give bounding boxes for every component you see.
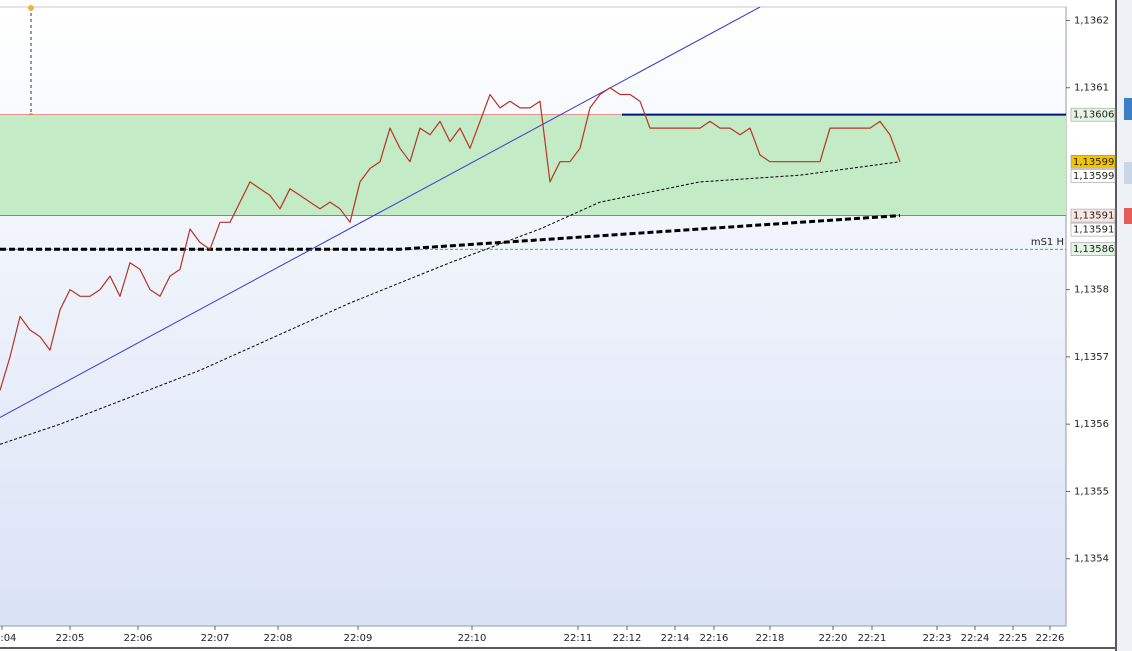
x-tick-label: 22:24 — [961, 633, 990, 644]
x-tick-label: 22:12 — [613, 633, 642, 644]
x-tick-label: 22:04 — [0, 633, 16, 644]
y-tick-label: 1,1357 — [1074, 352, 1109, 363]
x-tick-label: 22:18 — [756, 633, 785, 644]
y-tick-label: 1,1358 — [1074, 285, 1109, 296]
price-label-box — [1070, 107, 1116, 122]
price-label-box — [1070, 222, 1116, 237]
trendline — [0, 7, 761, 418]
x-tick-label: 22:20 — [819, 633, 848, 644]
y-tick-label: 1,1354 — [1074, 554, 1109, 565]
plot-layer — [0, 7, 1066, 445]
x-tick-label: 22:10 — [458, 633, 487, 644]
plot-area — [0, 7, 1066, 626]
x-tick-label: 22:11 — [564, 633, 593, 644]
price-label: 1,13606 — [1073, 110, 1114, 121]
x-tick-label: 22:05 — [56, 633, 85, 644]
price-label-box — [1070, 208, 1116, 223]
price-line — [0, 87, 901, 391]
y-tick-label: 1,1355 — [1074, 486, 1109, 497]
x-tick-label: 22:06 — [124, 633, 153, 644]
x-tick-label: 22:14 — [661, 633, 690, 644]
side-button[interactable] — [1124, 162, 1132, 184]
price-label-box — [1070, 155, 1116, 169]
x-tick-label: 22:23 — [923, 633, 952, 644]
price-label: 1,13591 — [1073, 225, 1114, 236]
price-label: 1,13599 — [1073, 157, 1114, 168]
drawing-handle[interactable] — [28, 5, 34, 11]
price-label: 1,13599 — [1073, 171, 1114, 182]
x-tick-label: 22:26 — [1036, 633, 1065, 644]
support-zone — [0, 114, 1066, 216]
price-label: 1,13586 — [1073, 244, 1114, 255]
x-tick-label: 22:21 — [858, 633, 887, 644]
side-button[interactable] — [1124, 208, 1132, 224]
x-tick-label: 22:07 — [201, 633, 230, 644]
price-label: 1,13591 — [1073, 211, 1114, 222]
x-tick-label: 22:25 — [999, 633, 1028, 644]
y-tick-label: 1,1362 — [1074, 15, 1109, 26]
y-tick-label: 1,1361 — [1074, 83, 1109, 94]
price-label-box — [1070, 242, 1116, 256]
x-tick-label: 22:08 — [264, 633, 293, 644]
x-tick-label: 22:09 — [344, 633, 373, 644]
moving-average — [0, 214, 901, 251]
pivot-label: mS1 H — [1031, 237, 1064, 248]
axes-layer: mS1 H 1,1354 1,1355 1,1356 1,1357 1,1358 1,136… — [0, 15, 1116, 644]
side-panel — [1116, 0, 1132, 651]
side-button[interactable] — [1124, 98, 1132, 120]
price-label-box — [1070, 169, 1116, 183]
x-tick-label: 22:16 — [700, 633, 729, 644]
y-tick-label: 1,1356 — [1074, 419, 1109, 430]
